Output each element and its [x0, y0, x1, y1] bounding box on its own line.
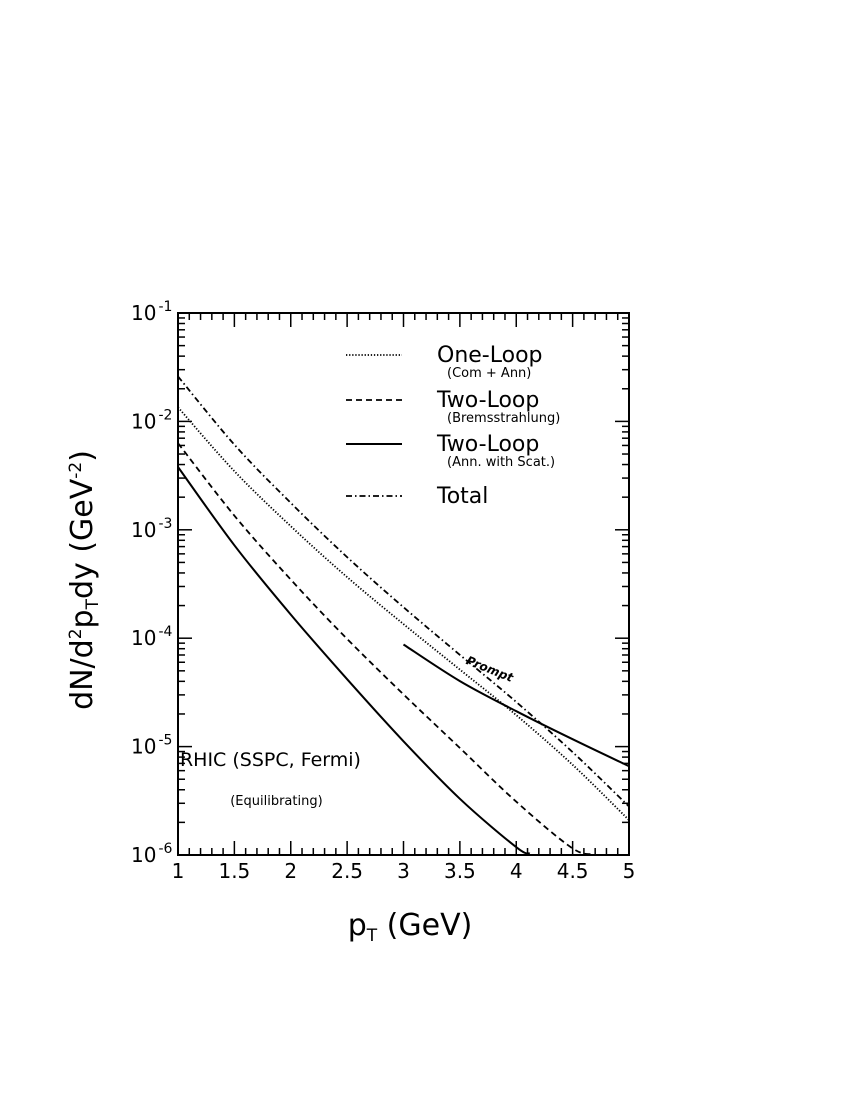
- series-line-1: [177, 442, 596, 856]
- x-tick-label: 1: [172, 859, 185, 883]
- y-tick-label: 10 -3: [131, 516, 172, 542]
- series-line-4: [402, 643, 630, 768]
- legend-sublabel: (Bremsstrahlung): [447, 411, 560, 426]
- x-tick-label: 2.5: [331, 859, 363, 883]
- axis-ticks: [177, 312, 630, 856]
- x-tick-label: 2: [284, 859, 297, 883]
- y-tick-label: 10 -1: [131, 299, 172, 325]
- x-tick-label: 3: [397, 859, 410, 883]
- x-axis-title: pT (GeV): [348, 908, 473, 946]
- x-tick-label: 4: [510, 859, 523, 883]
- legend: One-Loop(Com + Ann)Two-Loop(Bremsstrahlu…: [346, 343, 560, 509]
- curves: [177, 375, 630, 856]
- y-tick-label: 10 -4: [131, 624, 173, 650]
- legend-sublabel: (Com + Ann): [447, 366, 531, 381]
- series-line-2: [177, 466, 531, 855]
- annotation-rhic: RHIC (SSPC, Fermi): [180, 749, 361, 771]
- legend-sublabel: (Ann. with Scat.): [447, 455, 555, 470]
- legend-label: Total: [436, 484, 488, 509]
- y-tick-label: 10 -6: [131, 841, 173, 867]
- annotation-equilibrating: (Equilibrating): [230, 794, 322, 809]
- x-tick-label: 3.5: [444, 859, 476, 883]
- legend-label: One-Loop: [437, 343, 543, 368]
- plot-frame: [177, 312, 630, 856]
- x-tick-label: 5: [623, 859, 636, 883]
- axis-titles: pT (GeV) dN/d2pTdy (GeV-2): [65, 450, 472, 946]
- series-line-0: [177, 406, 630, 821]
- legend-label: Two-Loop: [436, 388, 539, 413]
- y-tick-label: 10 -5: [131, 733, 172, 759]
- tick-labels: 1 1.5 2 2.5 3 3.5 4 4.5 5 10-6 10-5 10-4 10-3 10 -2 10-…: [131, 299, 635, 883]
- legend-label: Two-Loop: [436, 432, 539, 457]
- y-tick-label: 10 -2: [131, 407, 172, 433]
- y-axis-title: dN/d2pTdy (GeV-2): [65, 450, 103, 710]
- x-tick-label: 4.5: [557, 859, 589, 883]
- x-tick-label: 1.5: [218, 859, 250, 883]
